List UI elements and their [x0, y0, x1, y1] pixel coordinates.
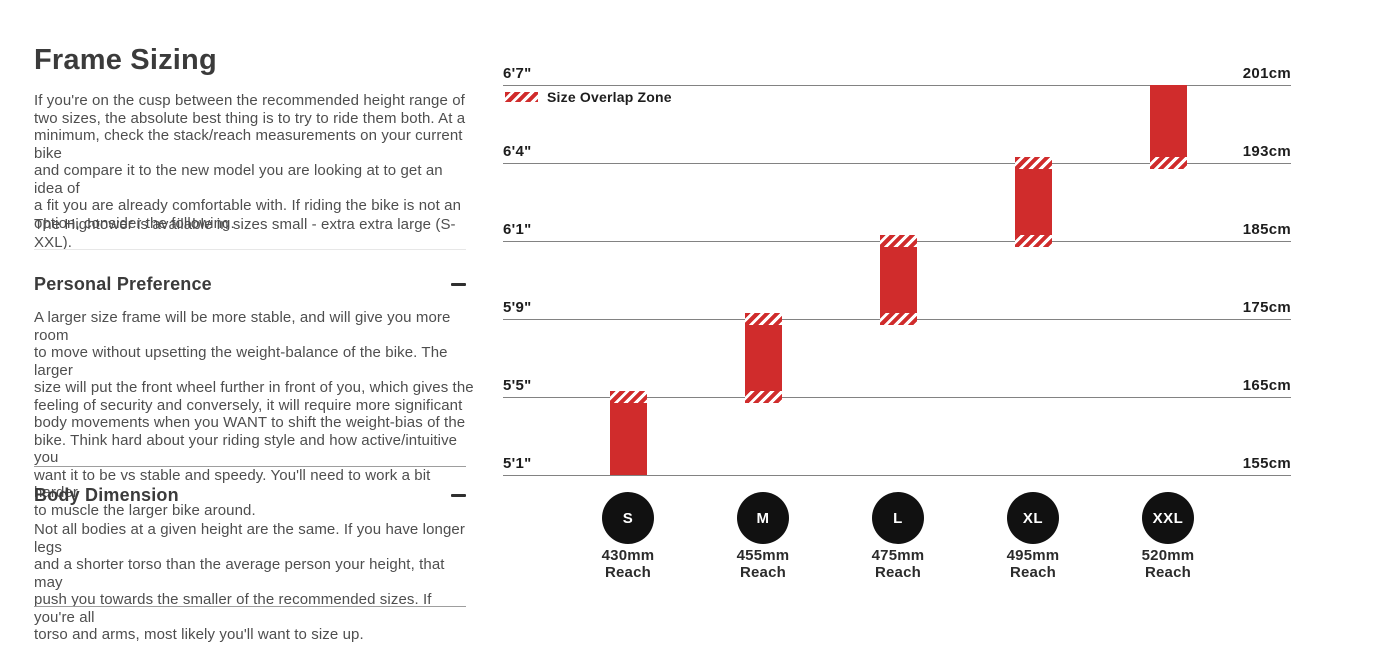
height-label-imperial: 5'1" [503, 455, 532, 472]
height-label-imperial: 6'4" [503, 143, 532, 160]
section-header-body-dimension[interactable]: Body Dimension [34, 485, 466, 506]
height-gridline [503, 85, 1291, 86]
height-label-imperial: 5'5" [503, 377, 532, 394]
intro-paragraph: If you're on the cusp between the recomm… [34, 92, 466, 232]
section-title: Personal Preference [34, 274, 212, 294]
divider [34, 466, 466, 467]
size-badge-label: M [756, 509, 770, 527]
size-badge: L [872, 492, 924, 544]
height-label-imperial: 6'1" [503, 221, 532, 238]
size-badge-label: XL [1022, 509, 1044, 527]
size-range-bar [1149, 85, 1187, 169]
height-label-imperial: 5'9" [503, 299, 532, 316]
size-bar-solid [1015, 169, 1052, 235]
height-label-metric: 175cm [1242, 299, 1291, 316]
height-gridline [503, 475, 1291, 476]
height-label-metric: 201cm [1242, 65, 1291, 82]
size-badge: M [737, 492, 789, 544]
size-range-bar [609, 391, 647, 475]
size-overlap-hatch [744, 391, 782, 403]
reach-label: 520mm Reach [1141, 547, 1195, 581]
body-dimension-body: Not all bodies at a given height are the… [34, 521, 465, 643]
reach-label: 430mm Reach [601, 547, 655, 581]
size-range-bar [744, 313, 782, 403]
height-label-metric: 193cm [1242, 143, 1291, 160]
overlap-hatch-swatch-icon [505, 92, 538, 102]
size-overlap-hatch [609, 391, 647, 403]
size-badge: XL [1007, 492, 1059, 544]
size-badge-label: L [893, 509, 903, 527]
legend-label: Size Overlap Zone [547, 89, 672, 105]
collapse-minus-icon[interactable] [451, 283, 466, 286]
size-bar-solid [745, 325, 782, 391]
size-badge: S [602, 492, 654, 544]
reach-label: 455mm Reach [736, 547, 790, 581]
size-bar-solid [1150, 85, 1187, 157]
divider [34, 606, 466, 607]
height-label-metric: 155cm [1242, 455, 1291, 472]
size-range-bar [879, 235, 917, 325]
availability-paragraph: The Hightower is available in sizes smal… [34, 216, 456, 251]
size-overlap-hatch [744, 313, 782, 325]
height-gridline [503, 397, 1291, 398]
height-label-imperial: 6'7" [503, 65, 532, 82]
height-label-metric: 165cm [1242, 377, 1291, 394]
height-label-metric: 185cm [1242, 221, 1291, 238]
section-header-personal-preference[interactable]: Personal Preference [34, 274, 466, 295]
chart-legend: Size Overlap Zone [505, 89, 672, 105]
height-gridline [503, 163, 1291, 164]
collapse-minus-icon[interactable] [451, 494, 466, 497]
size-badge-label: XXL [1152, 509, 1184, 527]
size-overlap-hatch [879, 313, 917, 325]
page-title: Frame Sizing [34, 44, 217, 76]
size-range-bar [1014, 157, 1052, 247]
size-overlap-hatch [1149, 157, 1187, 169]
reach-label: 475mm Reach [871, 547, 925, 581]
reach-label: 495mm Reach [1006, 547, 1060, 581]
divider [34, 249, 466, 250]
size-badge-label: S [622, 509, 634, 527]
size-bar-solid [880, 247, 917, 313]
size-overlap-hatch [1014, 235, 1052, 247]
section-title: Body Dimension [34, 485, 179, 505]
size-overlap-hatch [879, 235, 917, 247]
size-badge: XXL [1142, 492, 1194, 544]
personal-preference-body: A larger size frame will be more stable,… [34, 309, 474, 519]
size-bar-solid [610, 403, 647, 475]
size-overlap-hatch [1014, 157, 1052, 169]
